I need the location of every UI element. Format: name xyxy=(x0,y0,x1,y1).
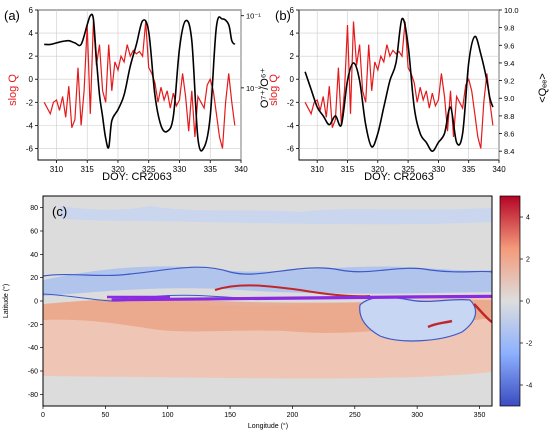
b-right-tick-label: 9.4 xyxy=(504,59,514,68)
a-right-tick-label: 10⁻¹ xyxy=(246,12,261,21)
panel-b-ylabel-right: <Qₑₑ> xyxy=(537,73,549,103)
a-x-tick-label: 335 xyxy=(204,165,218,174)
panel-c-label: (c) xyxy=(52,204,67,219)
colorbar-tick-label: 0 xyxy=(526,299,530,306)
colorbar-tick-label: 4 xyxy=(526,215,530,222)
panel-a-xlabel: DOY: CR2063 xyxy=(102,171,172,183)
b-right-tick-label: 8.8 xyxy=(504,112,514,121)
panel-c-y-ticks: 80 60 40 20 0 -20 -40 -60 -80 xyxy=(28,205,43,399)
colorbar-ticks: 4 2 0 -2 -4 xyxy=(520,215,532,390)
panel-a-ylabel-right: O⁷⁺/O⁶⁺ xyxy=(259,68,271,108)
panel-a-right-ticks: 10⁻¹ 10⁻² xyxy=(241,12,261,93)
panel-c-x-tick-label: 250 xyxy=(349,412,361,419)
b-right-tick-label: 8.6 xyxy=(504,130,514,139)
heatmap-red-filament-2 xyxy=(427,319,453,329)
panel-c-y-tick-label: 80 xyxy=(30,205,38,212)
b-y-tick-label: -2 xyxy=(287,98,295,107)
b-y-tick-label: 4 xyxy=(290,29,295,38)
a-x-tick-label: 315 xyxy=(81,165,95,174)
heatmap-high-lat-negative xyxy=(60,206,492,225)
b-x-tick-label: 335 xyxy=(462,165,476,174)
panel-a-x-ticks: 310 315 320 325 330 335 340 xyxy=(50,160,248,174)
b-x-tick-label: 315 xyxy=(341,165,355,174)
a-x-tick-label: 330 xyxy=(173,165,187,174)
panel-a: (a) 310 315 320 325 330 335 340 6 4 2 0 -2 -4 -6 10⁻… xyxy=(4,6,271,183)
a-y-tick-label: -6 xyxy=(26,144,34,153)
b-x-tick-label: 310 xyxy=(311,165,325,174)
panel-b-y-ticks: 6 4 2 0 -2 -4 -6 xyxy=(287,6,299,153)
panel-b-label: (b) xyxy=(275,8,291,23)
panel-c-y-tick-label: -20 xyxy=(28,322,38,329)
panel-b: (b) 310 315 320 325 330 335 340 6 4 2 0 -2 -4 -6 10.… xyxy=(268,6,549,183)
a-x-tick-label: 340 xyxy=(234,165,248,174)
panel-b-right-ticks: 10.0 9.8 9.6 9.4 9.2 9.0 8.8 8.6 8.4 xyxy=(499,6,519,156)
b-right-tick-label: 9.8 xyxy=(504,24,514,33)
a-x-tick-label: 325 xyxy=(142,165,156,174)
panel-b-xlabel: DOY: CR2063 xyxy=(364,171,434,183)
b-x-tick-label: 340 xyxy=(492,165,506,174)
panel-b-charge-line xyxy=(304,17,494,153)
a-y-tick-label: 2 xyxy=(29,52,34,61)
panel-c-y-tick-label: -60 xyxy=(28,369,38,376)
b-y-tick-label: 2 xyxy=(290,52,295,61)
colorbar-tick-label: 2 xyxy=(526,257,530,264)
b-y-tick-label: -6 xyxy=(287,144,295,153)
colorbar-tick-label: -4 xyxy=(526,383,532,390)
panel-b-slogq-line xyxy=(304,21,494,149)
panel-c-x-tick-label: 0 xyxy=(41,412,45,419)
panel-c-y-tick-label: 40 xyxy=(30,252,38,259)
panel-c-y-tick-label: -40 xyxy=(28,345,38,352)
a-y-tick-label: 0 xyxy=(29,75,34,84)
b-y-tick-label: 0 xyxy=(290,75,295,84)
panel-a-ylabel-left: slog Q xyxy=(7,74,19,106)
panel-c-y-tick-label: 20 xyxy=(30,275,38,282)
colorbar xyxy=(499,195,521,407)
panel-c-x-tick-label: 300 xyxy=(411,412,423,419)
b-y-tick-label: 6 xyxy=(290,6,295,15)
panel-c-x-tick-label: 150 xyxy=(224,412,236,419)
panel-c-x-tick-label: 200 xyxy=(287,412,299,419)
heatmap-closed-structure xyxy=(359,296,477,342)
b-x-tick-label: 330 xyxy=(432,165,446,174)
a-x-tick-label: 320 xyxy=(111,165,125,174)
b-right-tick-label: 8.4 xyxy=(504,147,514,156)
panel-c-x-ticks: 0 50 100 150 200 250 300 350 xyxy=(41,406,485,419)
panel-c-x-tick-label: 50 xyxy=(101,412,109,419)
panel-c-y-tick-label: -80 xyxy=(28,392,38,399)
b-right-tick-label: 9.2 xyxy=(504,77,514,86)
panel-a-y-ticks: 6 4 2 0 -2 -4 -6 xyxy=(26,6,38,153)
colorbar-tick-label: -2 xyxy=(526,341,532,348)
panel-c-ylabel: Latitude (°) xyxy=(2,284,10,318)
b-y-tick-label: -4 xyxy=(287,121,295,130)
b-right-tick-label: 9.6 xyxy=(504,41,514,50)
a-right-tick-label: 10⁻² xyxy=(246,84,261,93)
b-right-tick-label: 10.0 xyxy=(504,6,519,15)
a-y-tick-label: -2 xyxy=(26,98,34,107)
panel-c-x-tick-label: 100 xyxy=(162,412,174,419)
panel-c-x-tick-label: 350 xyxy=(474,412,486,419)
panel-a-ratio-line xyxy=(44,13,236,152)
heatmap-red-filament-3 xyxy=(473,303,492,324)
b-x-tick-label: 320 xyxy=(371,165,385,174)
panel-c-xlabel: Longitude (°) xyxy=(248,422,288,430)
heatmap-blue-filament xyxy=(43,266,492,277)
panel-b-ylabel-left: slog Q xyxy=(268,74,280,106)
panel-b-x-ticks: 310 315 320 325 330 335 340 xyxy=(311,160,506,174)
b-right-tick-label: 9.0 xyxy=(504,94,514,103)
panel-a-slogq-line xyxy=(43,21,236,149)
a-y-tick-label: 4 xyxy=(29,29,34,38)
b-x-tick-label: 325 xyxy=(401,165,415,174)
a-y-tick-label: -4 xyxy=(26,121,34,130)
heatmap-negative-band xyxy=(43,266,492,296)
panel-c-y-tick-label: 0 xyxy=(34,299,38,306)
heatmap-field xyxy=(43,196,492,406)
panel-a-label: (a) xyxy=(4,8,20,23)
panel-c: (c) 0 50 100 150 200 250 300 350 806040200-20-4… xyxy=(2,195,532,430)
panel-c-y-tick-label: 60 xyxy=(30,229,38,236)
heatmap-trajectory xyxy=(111,294,492,302)
a-x-tick-label: 310 xyxy=(50,165,64,174)
a-y-tick-label: 6 xyxy=(29,6,34,15)
